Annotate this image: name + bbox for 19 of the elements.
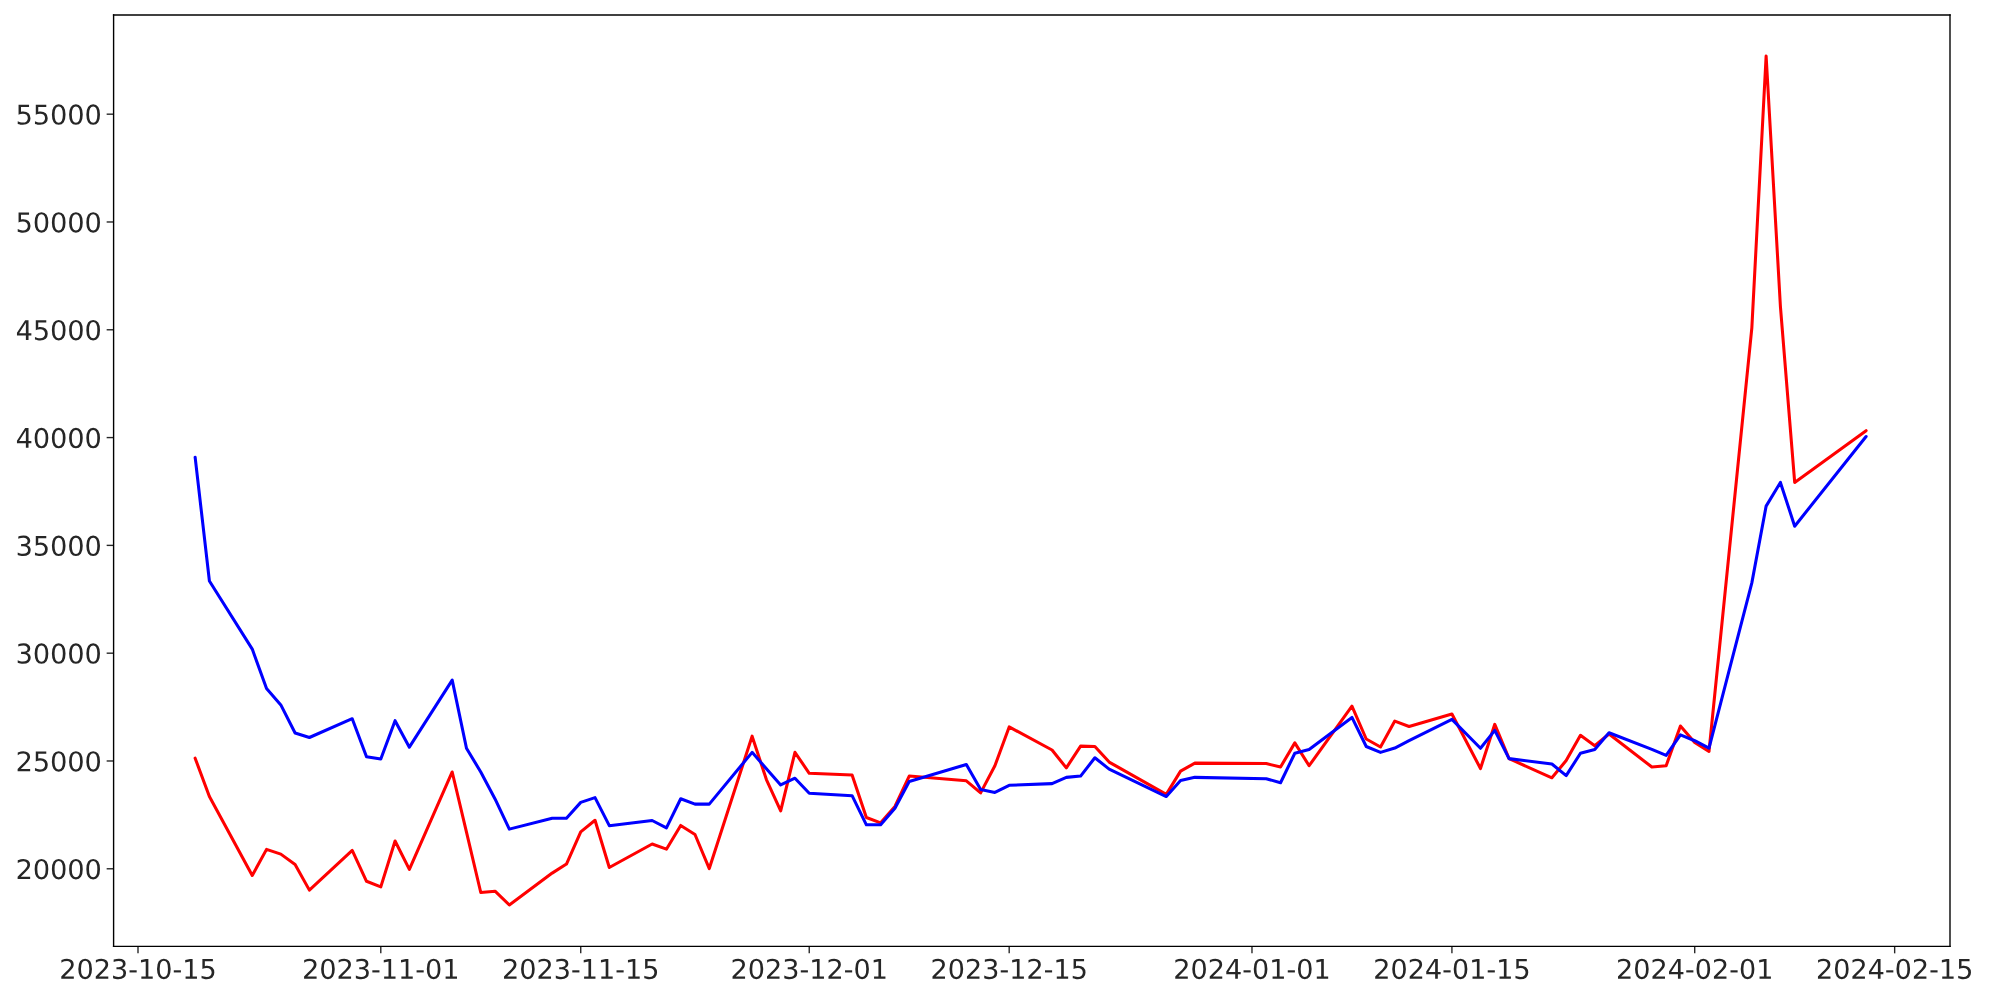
y-tick-label: 50000 [17, 212, 100, 233]
x-tick-label: 2024-02-01 [1618, 958, 1771, 980]
x-tick-label: 2023-10-15 [61, 958, 215, 980]
x-tick-label: 2024-02-15 [1817, 958, 1971, 980]
y-tick-label: 55000 [17, 104, 100, 125]
x-tick-label: 2024-01-15 [1375, 958, 1529, 980]
y-tick-label: 25000 [17, 751, 100, 772]
y-tick-label: 30000 [17, 643, 100, 664]
line-series [193, 54, 1868, 907]
y-tick-label: 40000 [16, 427, 100, 449]
x-tick-label: 2023-12-15 [932, 958, 1086, 980]
x-tick-label: 2023-12-01 [732, 958, 886, 980]
x-tick-label: 2023-11-15 [504, 958, 658, 980]
x-tick-label: 2024-01-01 [1175, 958, 1329, 980]
y-tick-label: 35000 [17, 535, 100, 557]
y-tick-label: 20000 [17, 858, 100, 880]
line-series [193, 434, 1868, 831]
x-tick-label: 2023-11-01 [304, 958, 457, 980]
y-tick-label: 45000 [16, 319, 100, 341]
